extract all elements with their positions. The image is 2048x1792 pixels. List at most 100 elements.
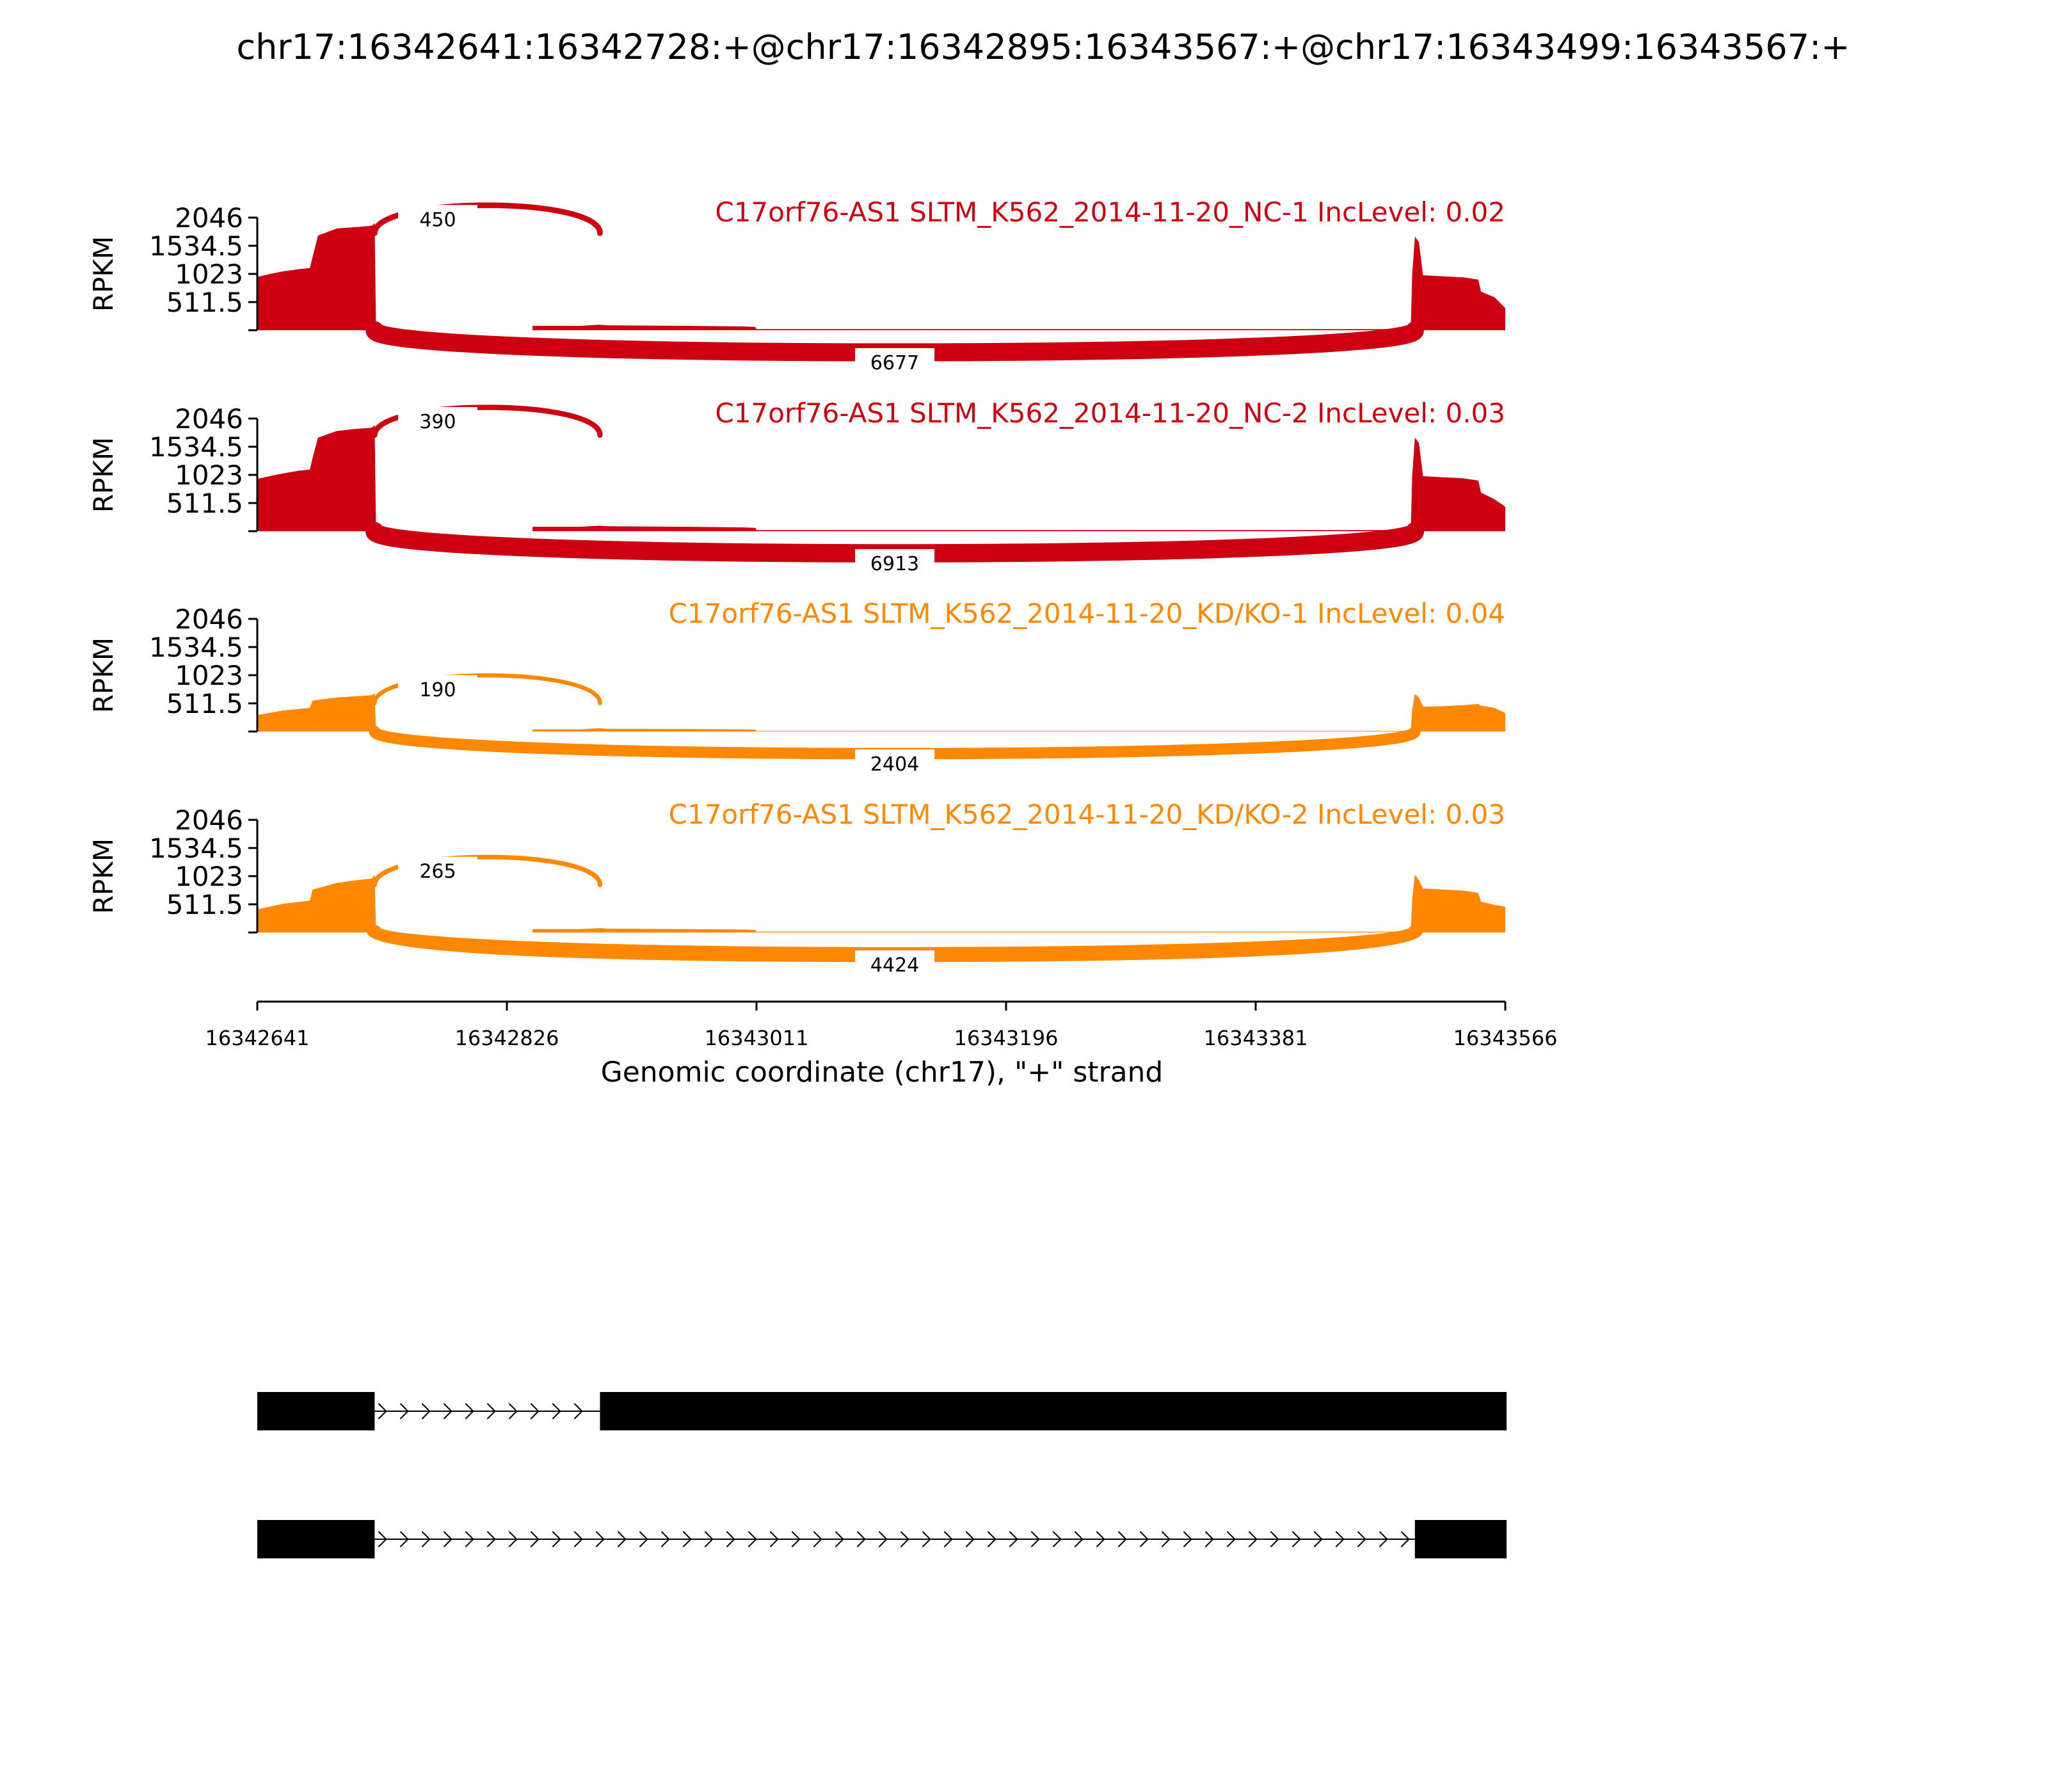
series-label: C17orf76-AS1 SLTM_K562_2014-11-20_NC-2 I… [715,397,1505,429]
junction-label-box [397,856,477,885]
strand-arrow [704,1531,714,1548]
strand-arrow [639,1531,648,1548]
junction-arc [372,404,603,438]
junction-label: 4424 [870,954,919,977]
y-axis-label: RPKM [88,236,119,312]
y-tick-label: 1534.5 [149,431,243,463]
strand-arrow [465,1403,474,1420]
strand-arrow [769,1531,779,1548]
strand-arrow [552,1531,561,1548]
coverage-area [257,223,1505,330]
isoform [257,1392,1507,1430]
strand-arrow [1161,1531,1171,1548]
isoform [257,1520,1507,1558]
y-tick-label: 511.5 [166,889,243,920]
strand-arrow [943,1531,953,1548]
y-tick-label: 511.5 [166,488,243,519]
strand-arrow [530,1531,540,1548]
chart-title: chr17:16342641:16342728:+@chr17:16342895… [236,27,1850,67]
strand-arrow [399,1531,409,1548]
strand-arrow [443,1403,452,1420]
strand-arrow [1379,1531,1388,1548]
x-axis-label: Genomic coordinate (chr17), "+" strand [601,1056,1164,1089]
strand-arrow [987,1531,996,1548]
junction-label-box [397,205,477,234]
junction-label-box [855,549,935,577]
junction-label: 6913 [870,553,919,575]
strand-arrow [486,1403,496,1420]
y-tick-label: 2046 [175,403,243,435]
strand-arrow [1270,1531,1279,1548]
y-tick-label: 2046 [175,804,243,836]
strand-arrow [900,1531,909,1548]
strand-arrow [835,1531,844,1548]
strand-arrow [682,1531,692,1548]
y-tick-label: 1534.5 [149,833,243,864]
x-tick-label: 16343196 [954,1026,1059,1050]
strand-arrow [421,1531,431,1548]
series-label: C17orf76-AS1 SLTM_K562_2014-11-20_NC-1 I… [715,196,1505,228]
y-tick-label: 511.5 [166,287,243,318]
strand-arrow [378,1403,387,1420]
junction-label: 265 [419,861,456,883]
junction-arc [372,854,603,888]
strand-arrow [573,1403,583,1420]
exon-block [257,1520,375,1558]
strand-arrow [617,1531,627,1548]
x-axis: 16342641 16342826 16343011 16343196 16343381… [205,1000,1558,1050]
y-axis-label: RPKM [88,637,119,713]
strand-arrow [1292,1531,1301,1548]
junction-arc [372,673,602,705]
strand-arrow [922,1531,931,1548]
strand-arrow [856,1531,866,1548]
strand-arrow [530,1403,540,1420]
junction-label-box [855,348,935,376]
strand-arrow [748,1531,757,1548]
x-tick-label: 16343381 [1204,1026,1308,1050]
coverage-panels: 450667720461534.51023511.5RPKMC17orf76-A… [88,196,1505,979]
x-tick-label: 16343011 [705,1026,809,1050]
strand-arrow [1204,1531,1214,1548]
strand-arrow [1335,1531,1345,1548]
x-tick-label: 16342826 [455,1026,559,1050]
y-tick-label: 1023 [175,460,243,491]
junction-label-box [855,950,935,979]
junction-label-box [855,749,935,778]
strand-arrow [465,1531,474,1548]
strand-arrow [1226,1531,1236,1548]
x-tick-label: 16342641 [205,1026,310,1050]
isoform-track [257,1392,1507,1558]
strand-arrow [1357,1531,1366,1548]
strand-arrow [508,1403,518,1420]
strand-arrow [1030,1531,1040,1548]
strand-arrow [813,1531,822,1548]
y-tick-label: 1023 [175,259,243,290]
y-axis-label: RPKM [88,838,119,914]
series-label: C17orf76-AS1 SLTM_K562_2014-11-20_KD/KO-… [669,598,1505,629]
y-tick-label: 2046 [175,202,243,234]
strand-arrow [1313,1531,1323,1548]
strand-arrow [1096,1531,1105,1548]
junction-label: 450 [419,209,456,231]
junction-label: 2404 [870,753,919,776]
junction-label: 6677 [870,352,919,374]
strand-arrow [878,1531,888,1548]
strand-arrow [399,1403,409,1420]
junction-label: 190 [419,679,456,701]
strand-arrow [791,1531,801,1548]
strand-arrow [573,1531,583,1548]
junction-label-box [397,675,477,703]
strand-arrow [595,1531,605,1548]
y-tick-label: 1534.5 [149,230,243,262]
strand-arrow [660,1531,670,1548]
y-tick-label: 1534.5 [149,632,243,663]
strand-arrow [421,1403,431,1420]
x-tick-label: 16343566 [1453,1026,1558,1050]
coverage-area [257,425,1505,531]
series-label: C17orf76-AS1 SLTM_K562_2014-11-20_KD/KO-… [669,799,1505,830]
